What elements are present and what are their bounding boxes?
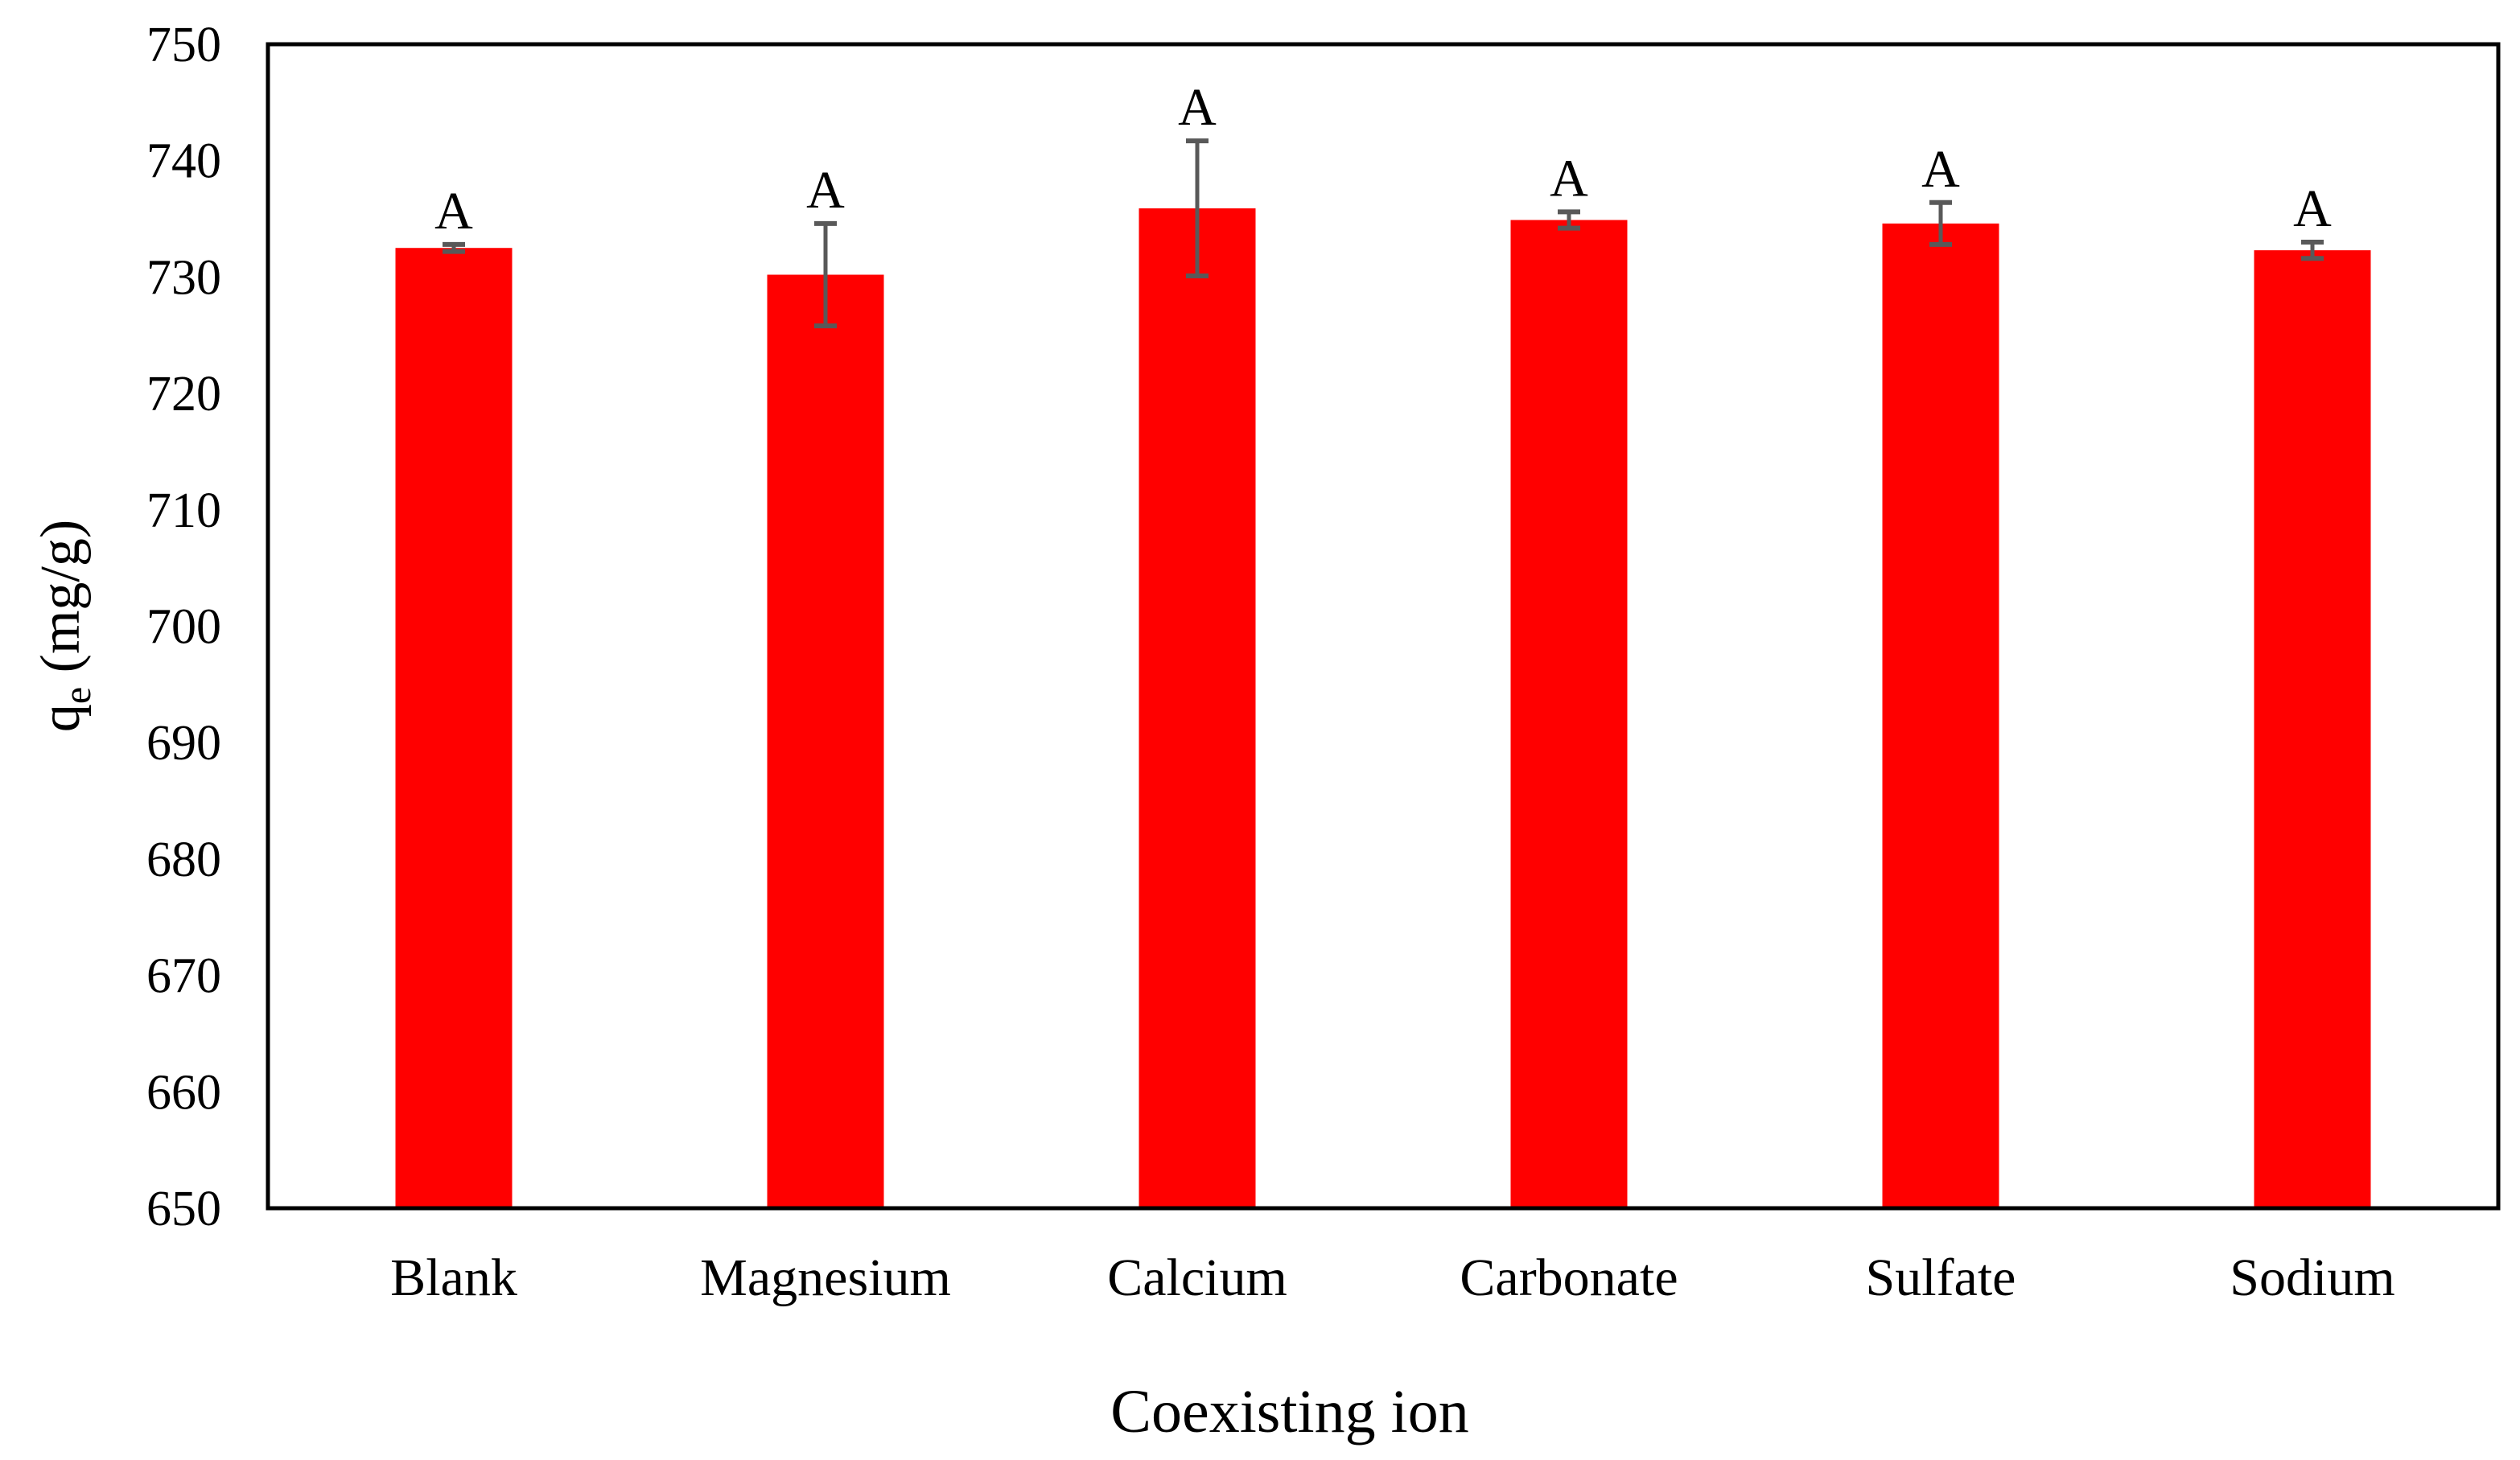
significance-label-magnesium: A (806, 161, 845, 220)
x-tick-label-sodium: Sodium (2230, 1248, 2394, 1307)
y-tick-label: 740 (146, 134, 221, 189)
significance-label-sulfate: A (1921, 140, 1960, 199)
y-tick-label: 660 (146, 1065, 221, 1120)
y-tick-label: 730 (146, 250, 221, 305)
y-axis-title-main: q (30, 704, 92, 732)
bar-carbonate (1510, 220, 1628, 1208)
x-tick-label-blank: Blank (390, 1248, 517, 1307)
error-bar-sodium (2301, 239, 2324, 261)
y-tick-label: 670 (146, 949, 221, 1004)
x-tick-label-calcium: Calcium (1107, 1248, 1287, 1307)
bar-calcium (1139, 208, 1256, 1209)
error-bar-magnesium (814, 220, 837, 329)
x-axis-category-labels: Blank Magnesium Calcium Carbonate Sulfate Sod… (390, 1248, 2395, 1307)
y-tick-label: 720 (146, 367, 221, 422)
bars (395, 208, 2371, 1209)
x-tick-label-magnesium: Magnesium (700, 1248, 951, 1307)
significance-labels: A A A A A A (434, 78, 2332, 241)
error-bar-carbonate (1558, 209, 1580, 231)
y-axis-title: qe (mg/g) (30, 520, 99, 732)
y-axis-title-unit: (mg/g) (30, 520, 92, 687)
error-bar-sulfate (1929, 199, 1952, 247)
error-bar-blank (443, 241, 465, 254)
y-tick-label: 680 (146, 833, 221, 887)
significance-label-carbonate: A (1550, 149, 1588, 208)
y-axis-ticks: 650 660 670 680 690 700 710 720 730 740 750 (146, 18, 221, 1236)
y-tick-label: 700 (146, 600, 221, 655)
y-tick-label: 710 (146, 483, 221, 538)
bar-blank (395, 248, 513, 1209)
bar-sulfate (1882, 223, 1999, 1208)
y-tick-label: 650 (146, 1182, 221, 1236)
x-tick-label-sulfate: Sulfate (1866, 1248, 2016, 1307)
plot-area-frame (266, 42, 2501, 1211)
bar-magnesium (767, 274, 884, 1209)
error-bars (443, 138, 2324, 329)
significance-label-blank: A (434, 182, 473, 241)
bar-sodium (2254, 250, 2371, 1208)
y-tick-label: 750 (146, 18, 221, 72)
x-axis-title: Coexisting ion (1110, 1378, 1468, 1446)
significance-label-calcium: A (1178, 78, 1217, 137)
y-axis-title-subscript: e (56, 687, 99, 704)
x-tick-label-carbonate: Carbonate (1460, 1248, 1678, 1307)
significance-label-sodium: A (2293, 179, 2332, 238)
y-tick-label: 690 (146, 716, 221, 771)
error-bar-calcium (1186, 138, 1209, 278)
